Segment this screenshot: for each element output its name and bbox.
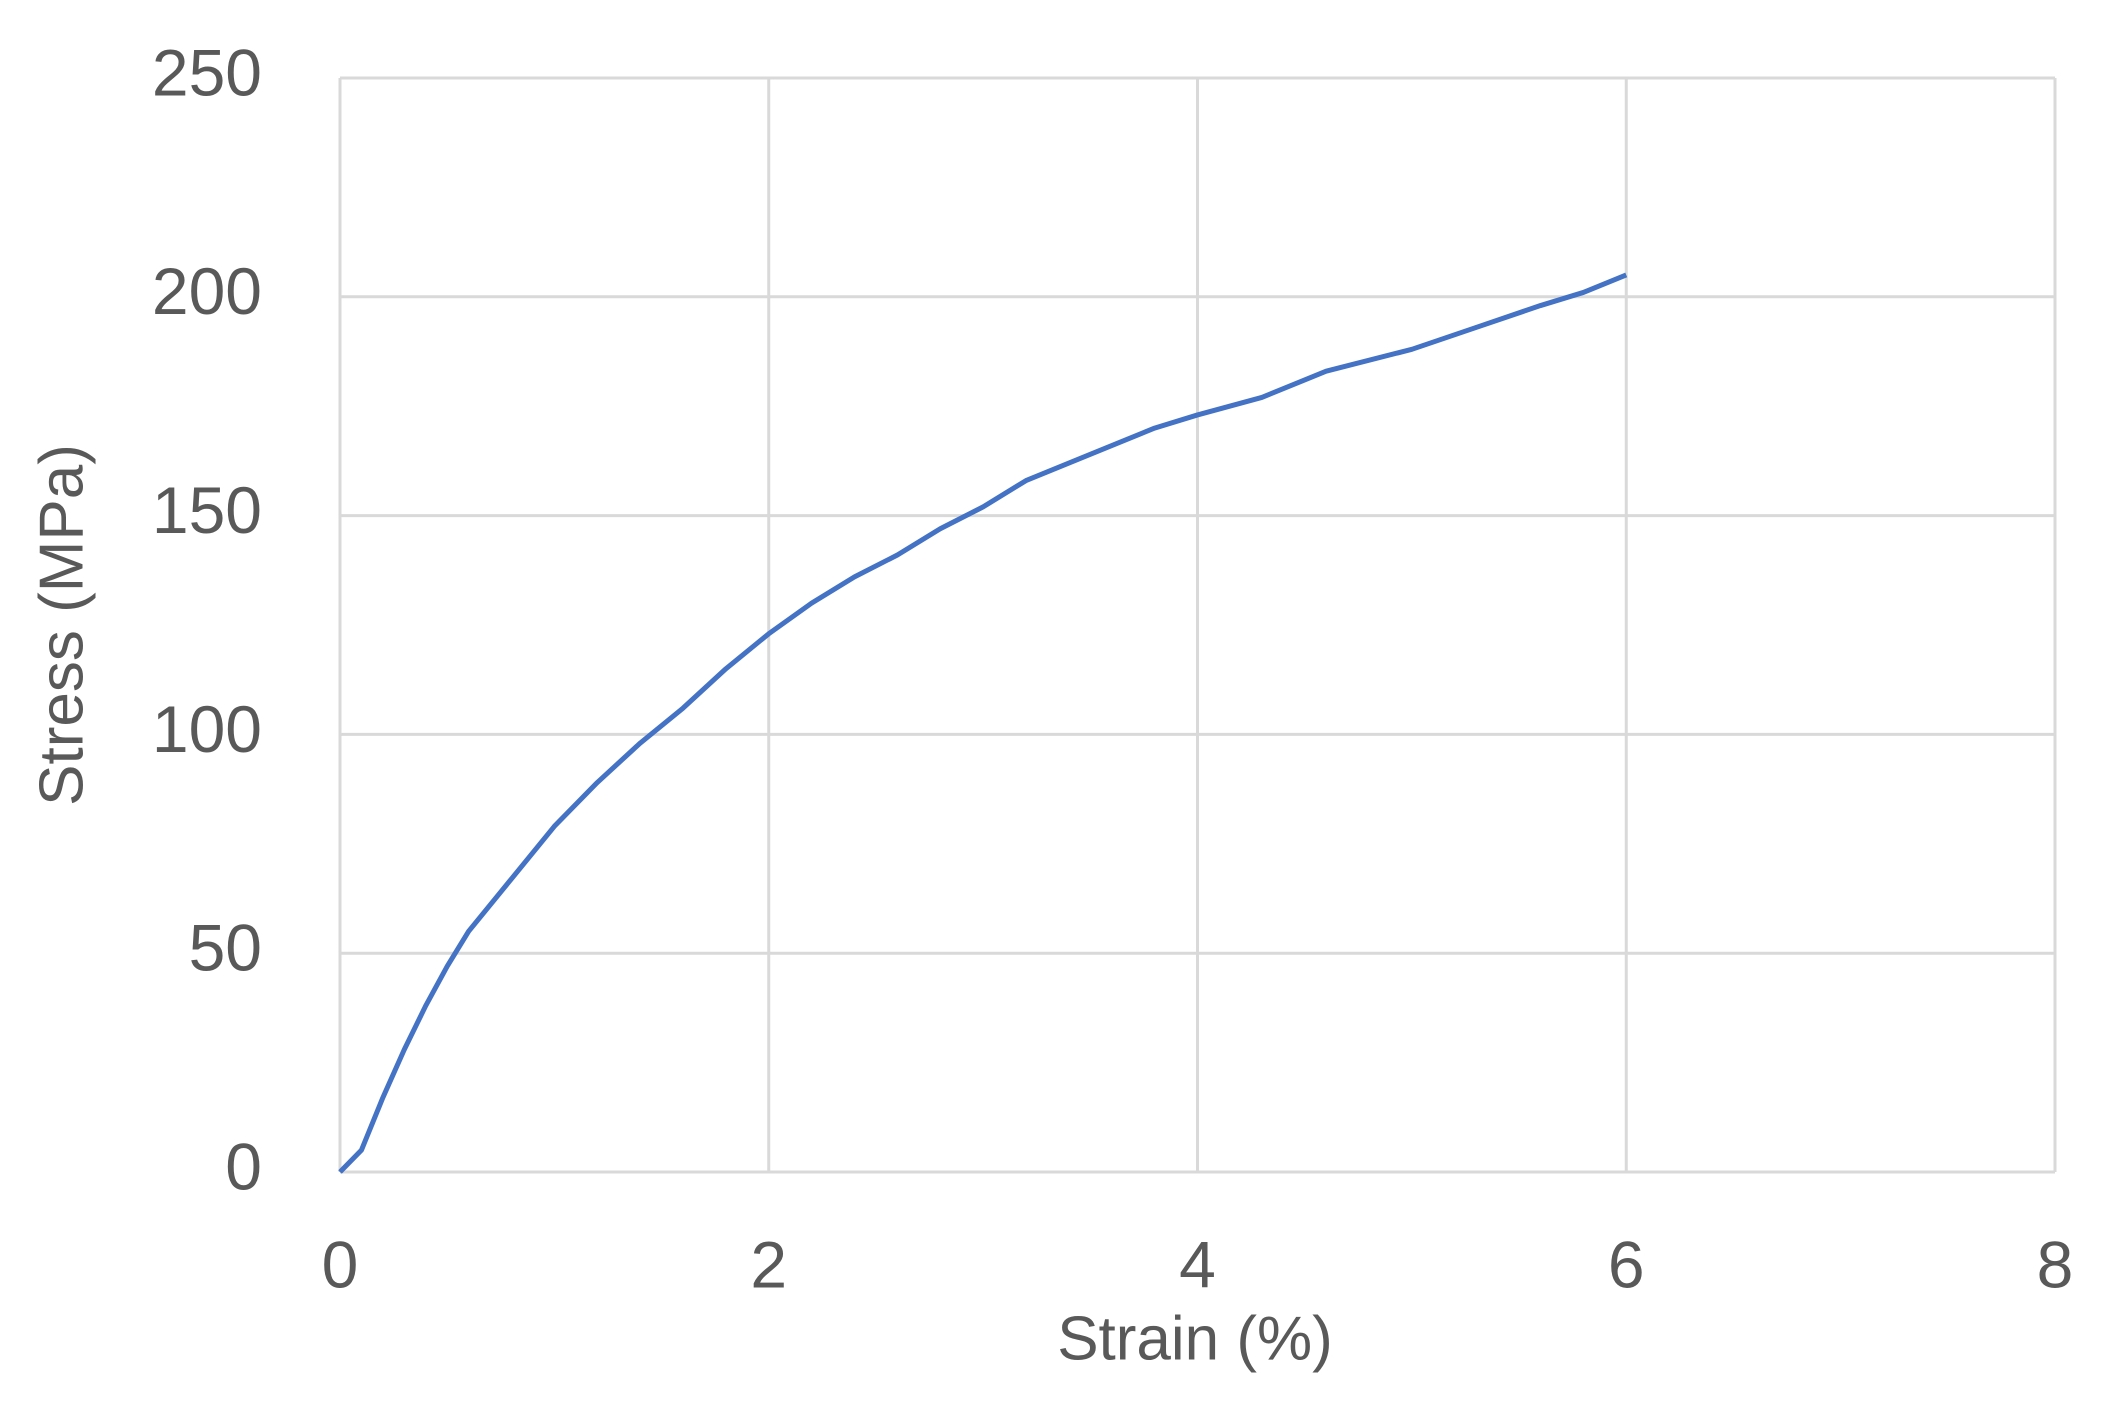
x-tick-label: 2 <box>750 1227 787 1301</box>
y-tick-label: 50 <box>189 911 262 985</box>
y-tick-label: 0 <box>225 1129 262 1203</box>
y-tick-label: 150 <box>152 473 262 547</box>
y-tick-label: 200 <box>152 254 262 328</box>
x-axis-title: Strain (%) <box>1057 1304 1333 1373</box>
y-axis-title: Stress (MPa) <box>27 444 96 806</box>
x-tick-label: 4 <box>1179 1227 1216 1301</box>
data-line <box>338 272 1628 1174</box>
x-tick-label: 8 <box>2037 1227 2074 1301</box>
y-tick-label: 250 <box>152 35 262 109</box>
x-tick-label: 6 <box>1608 1227 1645 1301</box>
x-tick-label: 0 <box>322 1227 359 1301</box>
y-tick-label: 100 <box>152 692 262 766</box>
